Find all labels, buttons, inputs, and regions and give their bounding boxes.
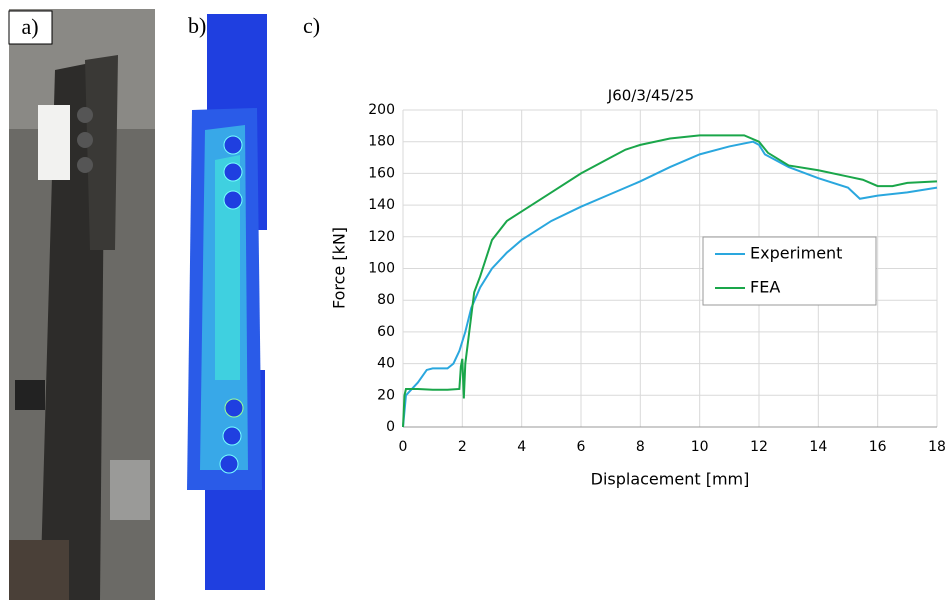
label-box bbox=[8, 10, 53, 45]
y-tick-label: 60 bbox=[377, 324, 395, 340]
x-tick-label: 10 bbox=[691, 439, 709, 455]
panel-label: b) bbox=[188, 13, 206, 38]
x-tick-label: 8 bbox=[636, 439, 645, 455]
fea-model bbox=[187, 14, 267, 590]
y-tick-label: 0 bbox=[386, 419, 395, 435]
legend-label: Experiment bbox=[750, 244, 842, 263]
legend: Experiment FEA bbox=[702, 236, 877, 306]
y-tick-label: 80 bbox=[377, 292, 395, 308]
x-tick-label: 18 bbox=[928, 439, 946, 455]
legend-label: FEA bbox=[750, 278, 780, 297]
series-line bbox=[402, 134, 938, 428]
x-tick-label: 14 bbox=[809, 439, 827, 455]
x-tick-label: 0 bbox=[399, 439, 408, 455]
series-line bbox=[402, 140, 938, 428]
photo bbox=[9, 9, 155, 600]
y-tick-label: 180 bbox=[368, 134, 395, 150]
x-tick-label: 12 bbox=[750, 439, 768, 455]
x-axis-label: Displacement [mm] bbox=[591, 470, 750, 489]
y-tick-label: 120 bbox=[368, 229, 395, 245]
y-tick-label: 100 bbox=[368, 261, 395, 277]
x-tick-label: 4 bbox=[517, 439, 526, 455]
panel-label: a) bbox=[21, 14, 38, 39]
x-tick-label: 6 bbox=[577, 439, 586, 455]
x-tick-label: 2 bbox=[458, 439, 467, 455]
x-tick-label: 16 bbox=[869, 439, 887, 455]
y-tick-label: 160 bbox=[368, 165, 395, 181]
chart-title: J60/3/45/25 bbox=[607, 87, 694, 105]
legend-box bbox=[702, 236, 877, 306]
y-tick-label: 40 bbox=[377, 356, 395, 372]
y-tick-label: 20 bbox=[377, 387, 395, 403]
panel-label: c) bbox=[303, 13, 320, 38]
y-tick-label: 200 bbox=[368, 102, 395, 118]
y-axis-label: Force [kN] bbox=[330, 227, 349, 309]
y-tick-label: 140 bbox=[368, 197, 395, 213]
